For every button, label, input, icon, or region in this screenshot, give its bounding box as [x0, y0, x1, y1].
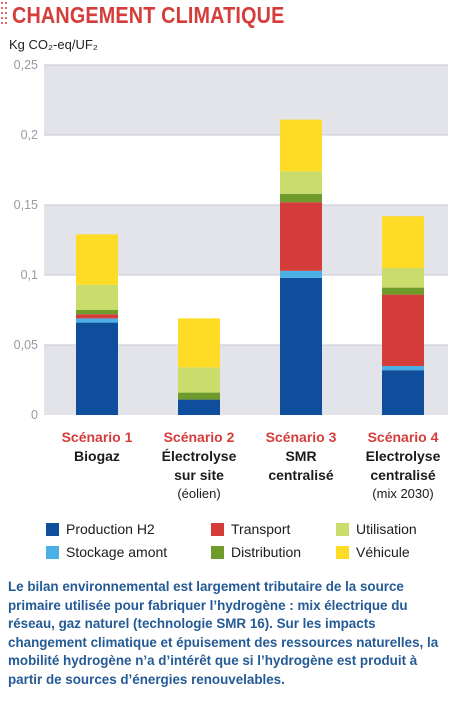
y-tick-label: 0,15: [14, 198, 38, 212]
x-category-name: Electrolyse: [366, 448, 441, 464]
x-category-scenario: Scénario 1: [62, 429, 133, 445]
bar-segment: [178, 399, 220, 415]
y-tick-label: 0,2: [21, 128, 38, 142]
bar-segment: [382, 370, 424, 415]
bar-segment: [382, 294, 424, 366]
legend-item: Production H2: [46, 521, 211, 537]
y-axis-unit-label: Kg CO₂-eq/UF₂: [9, 37, 98, 52]
legend-item: Transport: [211, 521, 336, 537]
y-tick-label: 0: [31, 408, 38, 422]
x-category-note: (éolien): [177, 486, 220, 501]
legend-swatch: [336, 545, 349, 559]
bar-segment: [382, 287, 424, 295]
x-category-name: Électrolyse: [162, 448, 237, 464]
legend-item: Distribution: [211, 544, 336, 560]
bar-segment: [280, 119, 322, 172]
legend-label: Véhicule: [356, 544, 410, 560]
bar-segment: [382, 366, 424, 371]
legend-label: Transport: [231, 521, 291, 537]
bars: [76, 119, 424, 415]
legend-item: Véhicule: [336, 544, 446, 560]
bar-segment: [280, 171, 322, 194]
bar-segment: [76, 284, 118, 310]
bar-segment: [76, 318, 118, 323]
bar-segment: [178, 392, 220, 400]
legend-item: Stockage amont: [46, 544, 211, 560]
stacked-bar-chart: 00,050,10,150,20,25 Scénario 1BiogazScén…: [14, 58, 448, 501]
bar-segment: [280, 202, 322, 271]
legend-swatch: [211, 545, 224, 559]
x-category-labels: Scénario 1 Biogaz Scénario 2 Électrolyse sur…: [62, 429, 441, 501]
legend-label: Stockage amont: [66, 544, 168, 560]
chart-title: CHANGEMENT CLIMATIQUE: [12, 2, 285, 28]
legend-swatch: [46, 545, 59, 559]
bar-segment: [382, 216, 424, 268]
x-category-name: sur site: [174, 467, 224, 483]
legend-label: Distribution: [231, 544, 302, 560]
bar-segment: [76, 310, 118, 315]
bar-segment: [382, 268, 424, 288]
y-tick-label: 0,1: [21, 268, 38, 282]
legend-label: Production H2: [66, 521, 155, 537]
legend-label: Utilisation: [356, 521, 417, 537]
legend-swatch: [336, 522, 349, 536]
x-category-scenario: Scénario 4: [368, 429, 439, 445]
y-tick-label: 0,05: [14, 338, 38, 352]
decorative-dots: [1, 2, 7, 24]
x-category-name: centralisé: [268, 467, 334, 483]
x-category-name: SMR: [285, 448, 316, 464]
legend-swatch: [211, 522, 224, 536]
legend-item: Utilisation: [336, 521, 446, 537]
legend-swatch: [46, 522, 59, 536]
caption-text: Le bilan environnemental est largement t…: [8, 579, 439, 687]
bar-segment: [76, 234, 118, 285]
plot-band: [44, 65, 448, 135]
y-tick-label: 0,25: [14, 58, 38, 72]
legend: Production H2 Transport Utilisation Stockag…: [46, 521, 446, 560]
bar-segment: [280, 277, 322, 415]
y-tick-labels: 0 0,05 0,1 0,15 0,2 0,25: [14, 58, 38, 422]
bar-segment: [280, 193, 322, 203]
bar-segment: [280, 270, 322, 278]
x-category-name: centralisé: [370, 467, 436, 483]
bar-segment: [178, 318, 220, 368]
x-category-scenario: Scénario 2: [164, 429, 235, 445]
x-category-scenario: Scénario 3: [266, 429, 337, 445]
bar-segment: [76, 314, 118, 319]
x-category-name: Biogaz: [74, 448, 120, 464]
bar-segment: [76, 322, 118, 415]
bar-segment: [178, 367, 220, 393]
x-category-note: (mix 2030): [372, 486, 433, 501]
